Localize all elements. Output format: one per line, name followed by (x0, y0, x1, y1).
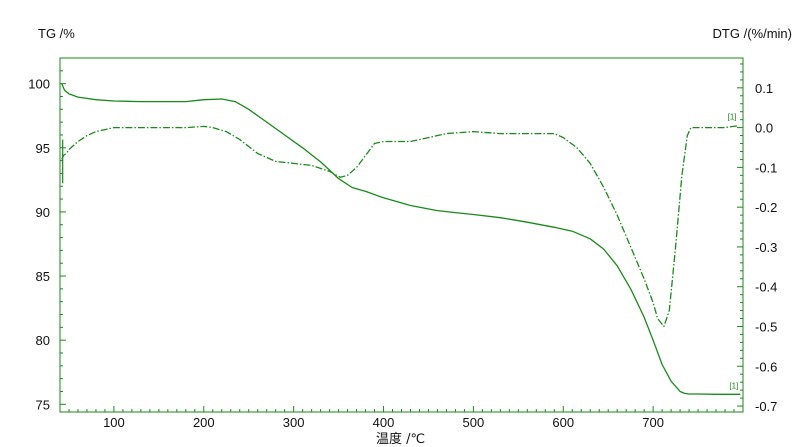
y-left-tick-label: 80 (36, 333, 50, 348)
x-tick-label: 500 (463, 415, 485, 430)
x-axis-label: 温度 /℃ (376, 432, 426, 447)
x-tick-label: 300 (283, 415, 305, 430)
y-left-tick-label: 75 (36, 397, 50, 412)
right-axis-label: DTG /(%/min) (712, 26, 792, 41)
series-end-marker: [1] (728, 113, 737, 122)
y-right-tick-label: -0.7 (755, 399, 777, 414)
x-tick-label: 400 (373, 415, 395, 430)
y-left-tick-label: 95 (36, 141, 50, 156)
series-end-marker: [1] (729, 381, 738, 390)
tg-curve (61, 83, 741, 395)
y-right-tick-label: 0.0 (755, 121, 773, 136)
y-right-tick-label: -0.2 (755, 200, 777, 215)
y-left-tick-label: 100 (28, 77, 50, 92)
y-left-tick-label: 85 (36, 269, 50, 284)
y-right-tick-label: -0.1 (755, 160, 777, 175)
y-left-tick-label: 90 (36, 205, 50, 220)
x-tick-label: 200 (193, 415, 215, 430)
y-right-tick-label: -0.5 (755, 319, 777, 334)
left-axis-label: TG /% (38, 26, 75, 41)
dtg-curve (61, 124, 739, 328)
x-tick-label: 600 (552, 415, 574, 430)
plot-frame (59, 57, 744, 413)
y-right-tick-label: -0.6 (755, 359, 777, 374)
y-right-tick-label: 0.1 (755, 81, 773, 96)
y-right-tick-label: -0.3 (755, 240, 777, 255)
y-right-tick-label: -0.4 (755, 280, 777, 295)
x-tick-label: 700 (642, 415, 664, 430)
x-tick-label: 100 (103, 415, 125, 430)
